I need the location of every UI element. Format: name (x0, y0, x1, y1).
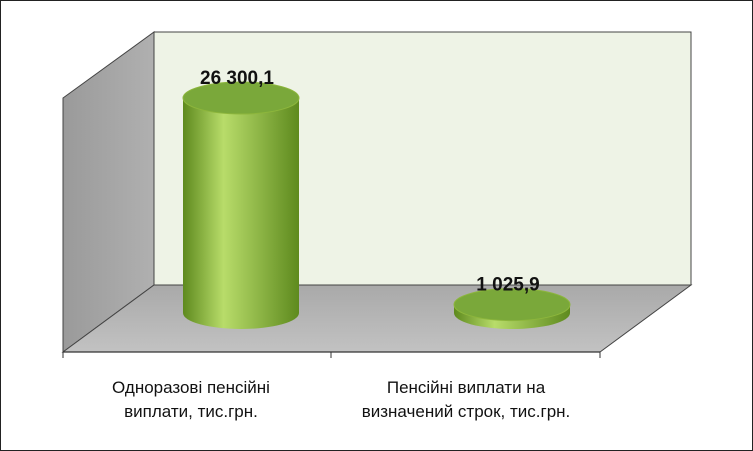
bar-0 (182, 81, 300, 329)
bar-1 (453, 288, 571, 329)
category-label-0: Одноразові пенсійні виплати, тис.грн. (112, 378, 270, 421)
bar-body-0 (183, 98, 299, 329)
floor (61, 284, 693, 353)
data-label-0: 26 300,1 (200, 68, 274, 89)
category-label-1: Пенсійні виплати на визначений строк, ти… (361, 378, 571, 421)
bar-top-0 (182, 81, 300, 115)
bar-top-1 (453, 288, 571, 322)
data-label-1: 1 025,9 (476, 275, 539, 296)
